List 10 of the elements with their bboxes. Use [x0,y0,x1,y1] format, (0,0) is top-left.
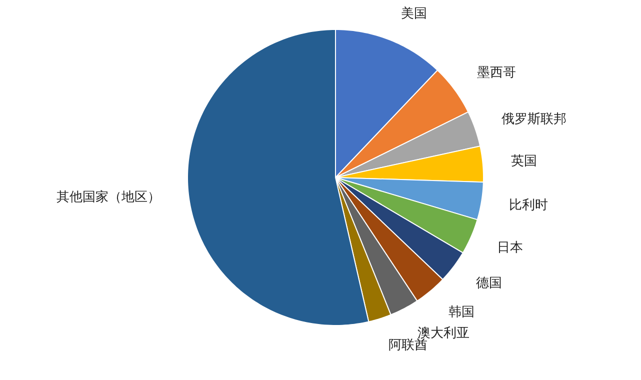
slice-label: 韩国 [448,304,475,320]
slice-label: 德国 [476,276,502,292]
slice-label: 其他国家（地区） [56,188,161,205]
slice-label: 俄罗斯联邦 [502,112,567,127]
slice-label: 墨西哥 [477,66,516,81]
slice-label: 阿联酋 [388,338,428,353]
slice-label: 比利时 [509,198,548,214]
slice-label: 英国 [510,154,537,169]
slice-label: 美国 [400,6,427,22]
slice-label: 日本 [496,240,523,256]
